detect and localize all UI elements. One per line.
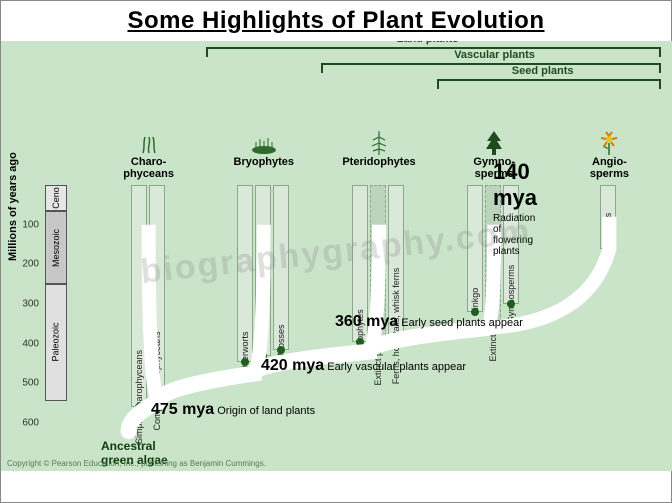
y-tick: 200 (22, 259, 39, 270)
era-block: Paleozoic (45, 284, 67, 400)
algae-icon (91, 129, 206, 155)
event-label: 475 mya Origin of land plants (151, 401, 315, 419)
event-text: Early seed plants appear (401, 317, 523, 329)
event-label: 140 myaRadiation of flowering plants (493, 159, 537, 257)
clade-bracket (321, 63, 661, 73)
event-text: Early vascular plants appear (327, 361, 466, 373)
group-name: Charo- phyceans (91, 157, 206, 180)
event-text: Radiation of flowering plants (493, 213, 537, 257)
diagram-area: Millions of years ago 100 200 300 400 500 600… (1, 41, 672, 471)
group-name: Bryophytes (206, 157, 321, 169)
clade-bracket (206, 47, 661, 57)
y-tick: 400 (22, 338, 39, 349)
page-title: Some Highlights of Plant Evolution (1, 1, 671, 41)
event-label: 420 mya Early vascular plants appear (261, 357, 466, 375)
y-tick: 500 (22, 378, 39, 389)
group-header-row: Charo- phyceansBryophytesPteridophytesGy… (91, 129, 667, 187)
group-header: Charo- phyceans (91, 129, 206, 187)
event-mya: 475 mya (151, 401, 214, 418)
group-name: Angio- sperms (552, 157, 667, 180)
clade-bracket-label: Vascular plants (454, 49, 535, 61)
group-header: Bryophytes (206, 129, 321, 187)
conifer-icon (437, 129, 552, 155)
era-block: Ceno (45, 185, 67, 211)
clade-bracket-label: Seed plants (512, 65, 574, 77)
y-tick: 300 (22, 299, 39, 310)
flower-icon (552, 129, 667, 155)
y-axis-label: Millions of years ago (7, 152, 19, 261)
y-tick: 100 (22, 219, 39, 230)
event-label: 360 mya Early seed plants appear (335, 313, 523, 331)
moss-icon (206, 129, 321, 155)
event-mya: 140 mya (493, 159, 537, 211)
event-text: Origin of land plants (217, 405, 315, 417)
bracket-area: Land plantsVascular plantsSeed plants (91, 41, 667, 136)
group-header: Angio- sperms (552, 129, 667, 187)
event-mya: 360 mya (335, 313, 398, 330)
fern-icon (321, 129, 436, 155)
event-mya: 420 mya (261, 357, 324, 374)
copyright-text: Copyright © Pearson Education, Inc., pub… (7, 459, 266, 468)
y-tick: 600 (22, 418, 39, 429)
y-axis: Millions of years ago 100 200 300 400 500 600… (1, 41, 91, 471)
era-block: Mesozoic (45, 211, 67, 284)
group-name: Pteridophytes (321, 157, 436, 169)
group-header: Pteridophytes (321, 129, 436, 187)
clade-bracket (437, 79, 661, 89)
